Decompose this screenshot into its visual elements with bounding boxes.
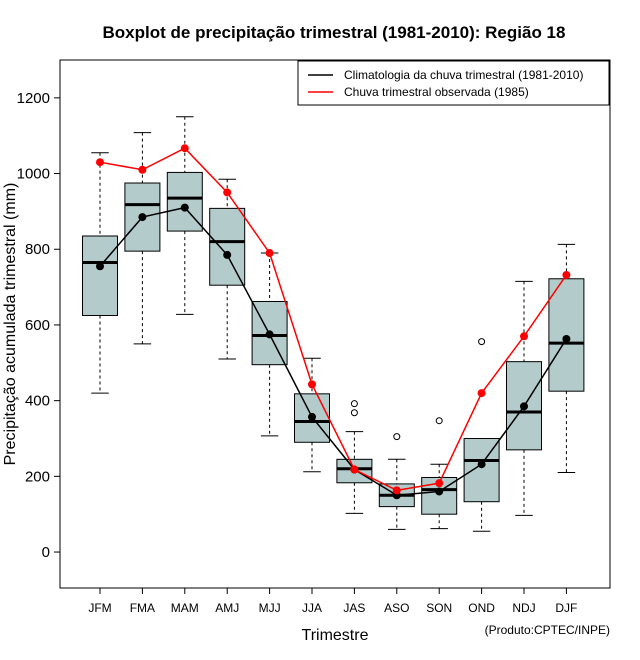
observed-point xyxy=(308,380,316,389)
y-tick-label: 1000 xyxy=(17,166,50,183)
climatology-point xyxy=(520,402,528,411)
climatology-point xyxy=(265,330,274,339)
y-tick-label: 400 xyxy=(25,393,50,410)
climatology-point xyxy=(562,334,571,343)
legend-label-observed: Chuva trimestral observada (1985) xyxy=(344,85,529,99)
y-axis-label: Precipitação acumulada trimestral (mm) xyxy=(2,183,19,466)
x-tick-label: MAM xyxy=(171,601,199,615)
x-tick-label: OND xyxy=(468,601,495,615)
outlier-point xyxy=(435,417,443,425)
box-ASO xyxy=(378,433,415,530)
y-tick-label: 0 xyxy=(42,544,50,561)
legend-box xyxy=(297,60,610,106)
legend: Climatologia da chuva trimestral (1981-2… xyxy=(297,60,610,106)
observed-line xyxy=(99,147,568,492)
y-tick-label: 600 xyxy=(25,317,50,334)
box-OND xyxy=(463,338,500,532)
climatology-point xyxy=(308,412,316,421)
climatology-point xyxy=(435,487,444,496)
box-SON xyxy=(421,417,458,530)
x-tick-label: SON xyxy=(426,601,452,615)
y-tick-label: 800 xyxy=(25,241,50,258)
y-tick-label: 200 xyxy=(25,468,50,485)
plot-frame xyxy=(59,59,611,589)
box-AMJ xyxy=(209,178,246,360)
x-tick-label: JAS xyxy=(343,601,365,615)
iqr-box xyxy=(82,235,118,316)
product-credit: (Produto:CPTEC/INPE) xyxy=(485,623,610,637)
y-tick-label: 1200 xyxy=(17,90,50,107)
outlier-point xyxy=(478,338,486,346)
x-tick-label: MJJ xyxy=(259,601,281,615)
x-axis: JFM FMA MAM AMJ MJJ JJA JAS ASO SON OND NDJ DJF xyxy=(88,588,577,615)
observed-point xyxy=(350,465,359,474)
observed-point xyxy=(180,144,189,153)
chart-title: Boxplot de precipitação trimestral (1981… xyxy=(103,23,566,42)
legend-label-climatology: Climatologia da chuva trimestral (1981-2… xyxy=(344,68,583,82)
climatology-point xyxy=(138,213,147,222)
outlier-point xyxy=(350,400,358,408)
box-MJJ xyxy=(251,252,288,437)
box-JAS xyxy=(336,400,373,514)
observed-point xyxy=(96,158,104,167)
x-tick-label: DJF xyxy=(555,601,577,615)
x-tick-label: JFM xyxy=(88,601,111,615)
climatology-point xyxy=(223,250,232,259)
climatology-line xyxy=(99,206,568,497)
box-NDJ xyxy=(506,280,542,516)
x-tick-label: NDJ xyxy=(512,601,535,615)
series-lines xyxy=(96,144,571,500)
x-tick-label: ASO xyxy=(384,601,409,615)
observed-point xyxy=(265,249,274,258)
x-tick-label: FMA xyxy=(130,601,155,615)
climatology-point xyxy=(96,262,104,271)
observed-point xyxy=(477,389,486,398)
climatology-point xyxy=(180,203,189,212)
observed-point xyxy=(520,332,528,341)
box-JFM xyxy=(82,152,118,394)
y-axis: 0 200 400 600 800 1000 1200 xyxy=(17,90,60,561)
outlier-point xyxy=(350,409,358,417)
observed-point xyxy=(435,479,444,488)
observed-point xyxy=(138,165,147,174)
iqr-box xyxy=(209,207,246,286)
observed-point xyxy=(392,486,401,495)
outlier-point xyxy=(393,433,401,441)
observed-point xyxy=(223,188,232,197)
boxes xyxy=(82,116,585,532)
climatology-point xyxy=(477,460,486,469)
x-tick-label: AMJ xyxy=(215,601,239,615)
observed-point xyxy=(562,270,571,279)
x-tick-label: JJA xyxy=(302,601,322,615)
x-axis-label: Trimestre xyxy=(302,627,369,644)
